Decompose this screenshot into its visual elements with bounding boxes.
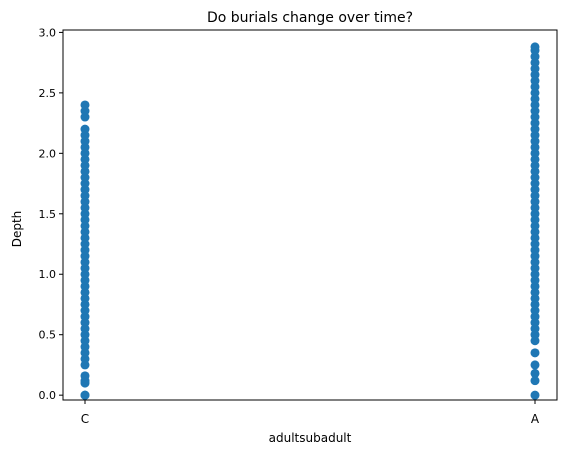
y-axis-label: Depth xyxy=(10,211,24,248)
scatter-point xyxy=(80,100,90,110)
y-tick-label: 2.0 xyxy=(39,147,57,160)
y-tick-label: 2.5 xyxy=(39,87,57,100)
scatter-point xyxy=(530,368,540,378)
scatter-points xyxy=(80,42,540,400)
y-tick-label: 0.5 xyxy=(39,329,57,342)
y-axis-ticks: 0.0 0.5 1.0 1.5 2.0 2.5 3.0 xyxy=(39,26,63,402)
x-tick-label: A xyxy=(531,412,540,426)
y-tick-label: 3.0 xyxy=(39,26,57,39)
plot-frame xyxy=(62,29,558,401)
y-tick-label: 1.5 xyxy=(39,208,57,221)
chart-title: Do burials change over time? xyxy=(207,10,413,26)
scatter-point xyxy=(530,390,540,400)
scatter-point xyxy=(530,360,540,370)
scatter-point xyxy=(530,42,540,52)
scatter-point xyxy=(80,371,90,381)
x-axis-label: adultsubadult xyxy=(269,431,352,445)
scatter-point xyxy=(530,348,540,358)
x-tick-label: C xyxy=(81,412,89,426)
scatter-point xyxy=(80,390,90,400)
scatter-point xyxy=(80,124,90,134)
y-tick-label: 1.0 xyxy=(39,268,57,281)
y-tick-label: 0.0 xyxy=(39,389,57,402)
scatter-point xyxy=(530,376,540,386)
